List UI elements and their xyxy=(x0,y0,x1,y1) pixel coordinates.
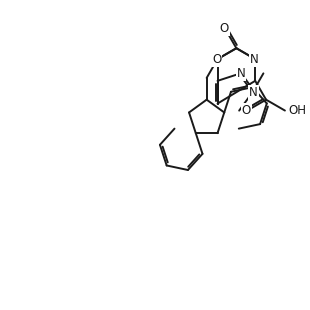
Text: O: O xyxy=(241,104,251,117)
Text: OH: OH xyxy=(289,104,307,117)
Text: O: O xyxy=(220,22,229,35)
Text: N: N xyxy=(249,86,258,99)
Text: O: O xyxy=(212,53,221,66)
Text: N: N xyxy=(250,53,259,66)
Text: N: N xyxy=(237,67,246,80)
